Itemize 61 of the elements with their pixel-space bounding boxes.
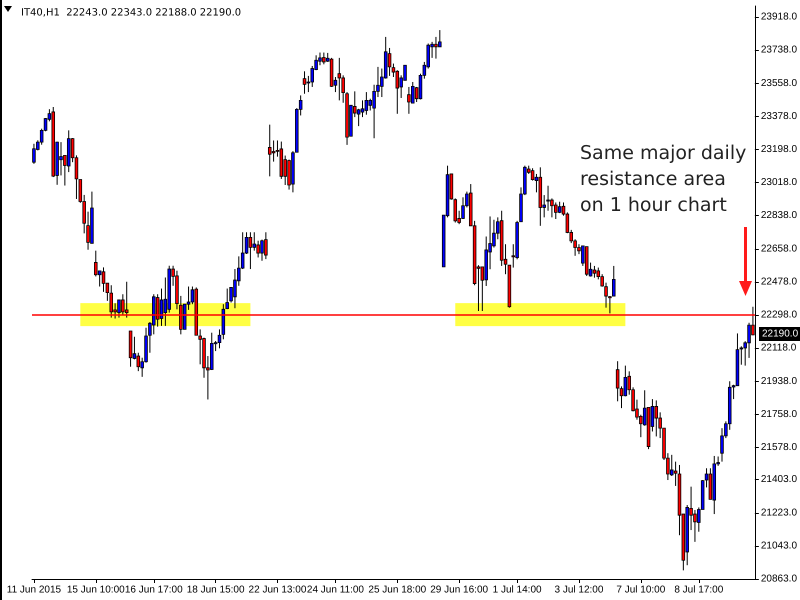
y-tick-label: 23198.0 — [760, 144, 798, 155]
candlestick — [338, 57, 342, 101]
candlestick — [233, 268, 237, 309]
candlestick — [264, 232, 268, 260]
y-tick-label: 20863.0 — [760, 574, 798, 584]
x-tick-label: 25 Jun 18:00 — [368, 584, 427, 596]
x-tick-label: 3 Jul 12:00 — [554, 584, 604, 596]
candlestick — [388, 47, 392, 76]
y-tick-label: 21223.0 — [760, 507, 798, 518]
candlestick — [407, 86, 411, 114]
candlestick — [318, 52, 322, 66]
y-tick-label: 21938.0 — [760, 376, 798, 387]
candlestick — [454, 198, 458, 224]
y-tick-label: 22298.0 — [760, 310, 798, 321]
x-tick-label: 29 Jun 16:00 — [430, 584, 488, 596]
candlestick — [32, 143, 36, 164]
x-tick-label: 8 Jul 17:00 — [674, 584, 724, 596]
text: 22190.0 — [762, 328, 799, 340]
candlestick — [117, 299, 121, 318]
candlestick — [592, 265, 596, 278]
candlestick — [260, 239, 264, 262]
y-tick-label: 21578.0 — [760, 442, 798, 453]
y-tick-label: 23018.0 — [760, 177, 798, 188]
x-tick-label: 11 Jun 2015 — [6, 584, 62, 596]
candlestick — [434, 36, 438, 60]
y-tick-label: 23378.0 — [760, 110, 798, 122]
x-tick-label: 15 Jun 10:00 — [66, 584, 126, 596]
candlestick — [248, 232, 252, 270]
candlestick — [94, 250, 98, 277]
annotation: Same major daily resistance area on 1 hour chart — [580, 142, 752, 216]
candlestick — [272, 140, 276, 162]
y-tick-label: 21403.0 — [760, 474, 798, 486]
chart-title: IT40,H1 22243.0 22343.0 22188.0 22190.0 — [21, 8, 242, 18]
candlestick — [654, 400, 658, 437]
candlestick — [546, 185, 550, 212]
candlestick — [268, 124, 272, 177]
candlestick — [102, 266, 106, 292]
y-tick-label: 22658.0 — [760, 243, 798, 254]
y-tick-label: 22838.0 — [760, 210, 798, 222]
candlestick — [59, 142, 63, 176]
x-tick-label: 16 Jun 17:00 — [124, 584, 184, 596]
x-tick-label: 7 Jul 10:00 — [616, 584, 666, 596]
x-tick-label: 18 Jun 15:00 — [186, 584, 245, 596]
candlestick — [160, 288, 164, 326]
y-tick-label: 23738.0 — [760, 44, 798, 56]
y-tick-label: 21043.0 — [760, 540, 798, 552]
candlestick — [747, 322, 751, 358]
candlestick — [720, 428, 724, 462]
x-tick-label: 24 Jun 11:00 — [306, 584, 364, 596]
y-tick-label: 23918.0 — [760, 12, 798, 23]
y-tick-label: 22478.0 — [760, 276, 798, 288]
candlestick — [554, 202, 558, 220]
y-tick-label: 22118.0 — [760, 342, 797, 354]
candlestick — [364, 92, 368, 116]
candlestick — [322, 52, 326, 65]
candlestick — [302, 70, 306, 94]
candlestick — [612, 265, 616, 297]
x-tick-label: 1 Jul 14:00 — [492, 584, 542, 596]
x-tick-label: 22 Jun 13:00 — [248, 584, 307, 596]
y-tick-label: 21758.0 — [760, 408, 798, 420]
y-tick-label: 23558.0 — [760, 78, 798, 89]
